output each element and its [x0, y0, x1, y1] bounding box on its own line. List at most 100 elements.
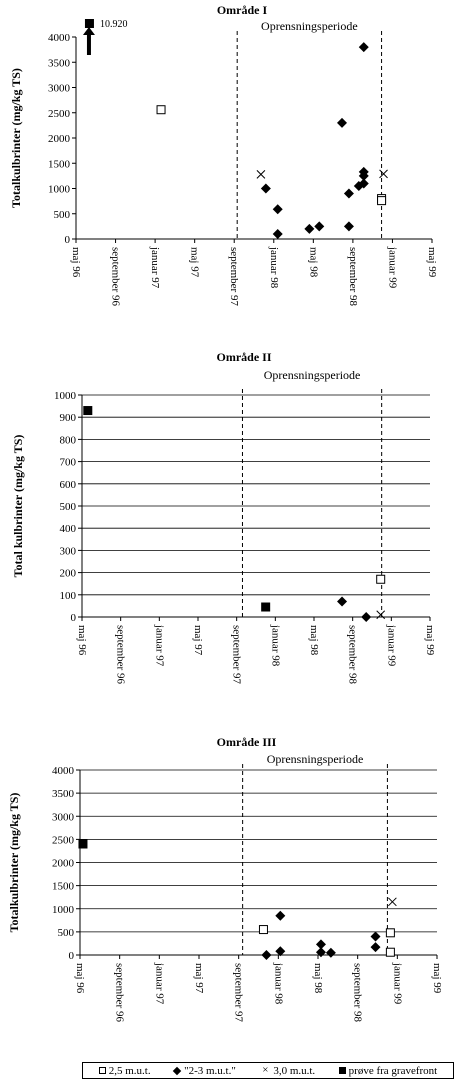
point-diamond: [260, 183, 271, 194]
y-tick-label: 0: [69, 950, 75, 962]
y-tick-label: 100: [60, 590, 77, 602]
legend-item-gravefront: prøve fra gravefront: [338, 1064, 438, 1077]
point-open-square: [385, 947, 395, 957]
gravefront-marker: [84, 19, 94, 28]
legend-label: prøve fra gravefront: [348, 1064, 438, 1077]
x-tick-label: maj 99: [426, 247, 438, 278]
y-axis-label: Totalkulbrinter (mg/kg TS): [7, 793, 21, 933]
x-tick-label: januar 98: [272, 962, 284, 1005]
point-x: [376, 610, 386, 620]
x-tick-label: september 98: [352, 963, 364, 1022]
point-filled-square: [78, 839, 88, 849]
y-tick-label: 2000: [48, 133, 71, 145]
y-tick-label: 2000: [52, 858, 75, 870]
chart-omraade-2: Område II 0 100 200 300 400 500 600 700 800 900 100…: [11, 350, 436, 684]
y-tick-label: 400: [60, 523, 77, 535]
chart-omraade-1: Område I 0 500 1000 1500 2000 2500 3000 3500 4000…: [9, 3, 438, 306]
x-tick-label: januar 99: [391, 962, 403, 1005]
x-tick-label: maj 96: [74, 963, 86, 994]
y-tick-label: 3000: [48, 83, 71, 95]
point-open-square: [385, 928, 395, 938]
y-tick-label: 1500: [52, 881, 75, 893]
point-diamond: [275, 910, 286, 921]
legend-item-2-3: "2-3 m.u.t.": [172, 1064, 236, 1077]
x-tick-label: januar 97: [153, 624, 165, 667]
point-diamond: [314, 221, 325, 232]
y-tick-label: 2500: [48, 108, 71, 120]
x-tick-label: januar 99: [386, 246, 398, 289]
y-tick-label: 3500: [48, 57, 71, 69]
x-tick-label: maj 99: [424, 625, 436, 656]
x-tick-label: maj 96: [70, 247, 82, 278]
y-axis-label: Total kulbrinter (mg/kg TS): [11, 435, 25, 578]
point-diamond: [275, 946, 286, 957]
period-label: Oprensningsperiode: [264, 368, 361, 382]
diamond-icon: [172, 1066, 182, 1075]
x-tick-label: januar 98: [268, 246, 280, 289]
x-tick-label: januar 99: [385, 624, 397, 667]
point-diamond: [315, 939, 326, 950]
y-tick-label: 500: [54, 209, 71, 221]
x-tick-label: maj 97: [189, 247, 201, 278]
y-tick-label: 0: [65, 234, 71, 246]
point-diamond: [358, 166, 369, 177]
legend: 2,5 m.u.t. "2-3 m.u.t." × 3,0 m.u.t. prø…: [82, 1062, 454, 1079]
x-tick-label: maj 98: [312, 963, 324, 994]
point-open-square: [377, 196, 387, 206]
legend-item-2-5: 2,5 m.u.t.: [98, 1064, 151, 1077]
x-tick-label: maj 98: [308, 625, 320, 656]
point-diamond: [343, 221, 354, 232]
point-x-stroke: [256, 170, 266, 179]
point-diamond: [361, 612, 372, 622]
y-tick-label: 200: [60, 568, 77, 580]
x-tick-label: september 96: [110, 247, 122, 306]
y-tick-label: 2500: [52, 834, 75, 846]
point-diamond: [304, 223, 315, 234]
period-label: Oprensningsperiode: [261, 19, 358, 33]
point-open-square: [258, 925, 268, 935]
chart-title: Område II: [217, 350, 272, 364]
filled-square-icon: [338, 1067, 346, 1074]
y-tick-label: 3000: [52, 811, 75, 823]
arrow-label: 10.920: [100, 19, 128, 30]
y-axis-label: Totalkulbrinter (mg/kg TS): [9, 68, 23, 208]
y-tick-label: 800: [60, 434, 77, 446]
x-tick-label: september 98: [347, 247, 359, 306]
x-tick-label: september 98: [347, 625, 359, 684]
period-label: Oprensningsperiode: [267, 752, 364, 766]
point-x: [388, 897, 397, 907]
point-diamond: [370, 931, 381, 942]
x-tick-label: september 97: [233, 963, 245, 1022]
x-tick-label: maj 98: [307, 247, 319, 278]
point-diamond: [337, 117, 348, 128]
point-diamond: [272, 228, 283, 239]
open-square-icon: [98, 1067, 106, 1074]
legend-label: 2,5 m.u.t.: [108, 1064, 151, 1077]
point-open-square: [376, 574, 386, 584]
chart-title: Område III: [217, 735, 277, 749]
point-x: [256, 170, 266, 179]
arrow-head: [82, 27, 95, 35]
x-tick-label: maj 96: [76, 625, 88, 656]
y-tick-label: 300: [60, 545, 77, 557]
legend-label: 3,0 m.u.t.: [273, 1064, 316, 1077]
chart-title: Område I: [217, 3, 268, 17]
point-diamond: [325, 947, 336, 958]
point-filled-square: [261, 602, 271, 612]
point-x-stroke: [388, 897, 397, 907]
y-tick-label: 0: [71, 612, 77, 624]
y-tick-label: 1000: [54, 390, 77, 402]
point-x-stroke: [376, 610, 386, 620]
point-diamond: [343, 188, 354, 199]
legend-label: "2-3 m.u.t.": [184, 1064, 236, 1077]
x-tick-label: januar 97: [149, 246, 161, 289]
y-tick-label: 3500: [52, 788, 75, 800]
y-tick-label: 600: [60, 479, 77, 491]
y-tick-label: 500: [60, 501, 77, 513]
point-diamond: [358, 42, 369, 53]
point-open-square: [156, 105, 166, 115]
point-diamond: [370, 942, 381, 953]
legend-item-3-0: × 3,0 m.u.t.: [259, 1065, 315, 1077]
x-tick-label: januar 98: [269, 624, 281, 667]
